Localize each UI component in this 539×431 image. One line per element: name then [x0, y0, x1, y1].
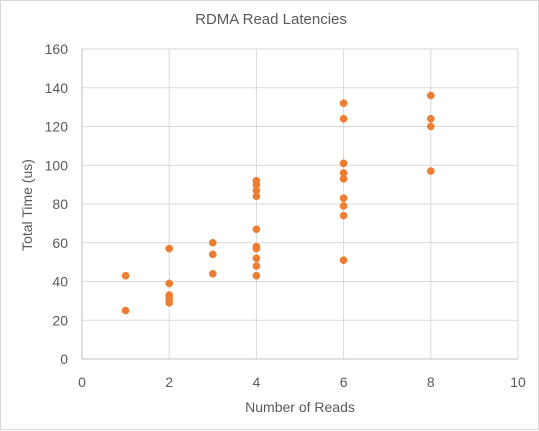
x-tick-label: 8: [427, 374, 435, 390]
y-tick-label: 80: [52, 196, 68, 212]
data-point: [252, 225, 261, 234]
data-point: [252, 254, 261, 263]
y-tick-label: 20: [52, 312, 68, 328]
x-tick-label: 4: [253, 374, 261, 390]
y-tick-label: 60: [52, 235, 68, 251]
x-axis-title: Number of Reads: [245, 399, 355, 415]
data-point: [426, 167, 435, 175]
data-point: [339, 159, 348, 168]
data-point: [339, 202, 348, 210]
y-tick-label: 40: [52, 274, 68, 290]
data-point: [165, 279, 174, 288]
data-point: [339, 114, 348, 123]
data-point: [252, 262, 261, 270]
axes: [81, 49, 518, 360]
tick-labels: 0 20 40 60 80 100 120 140 160 0 2 4 6 8 10: [45, 41, 526, 390]
data-point: [208, 250, 217, 259]
data-point: [426, 122, 435, 131]
data-point: [426, 114, 435, 123]
y-tick-label: 100: [45, 157, 69, 173]
x-tick-label: 2: [165, 374, 173, 390]
y-tick-label: 120: [45, 119, 69, 135]
data-point: [339, 194, 348, 203]
data-point: [252, 271, 261, 280]
data-point: [339, 211, 348, 220]
y-axis-title: Total Time (us): [19, 159, 35, 251]
data-point: [252, 192, 261, 201]
x-tick-label: 6: [340, 374, 348, 390]
data-point: [208, 238, 217, 247]
data-point: [121, 271, 130, 280]
data-point: [426, 91, 435, 100]
y-tick-label: 140: [45, 80, 69, 96]
chart-title: RDMA Read Latencies: [195, 11, 347, 28]
y-tick-label: 160: [45, 41, 69, 57]
data-point: [339, 256, 348, 265]
grid-lines: [82, 48, 519, 359]
data-point: [165, 298, 174, 307]
x-tick-label: 10: [510, 374, 526, 390]
data-point: [121, 306, 130, 315]
data-points: [121, 91, 435, 315]
y-tick-label: 0: [60, 351, 68, 367]
data-point: [339, 99, 348, 108]
data-point: [339, 174, 348, 183]
x-tick-label: 0: [78, 374, 86, 390]
data-point: [252, 244, 261, 253]
data-point: [165, 244, 174, 253]
data-point: [208, 269, 217, 278]
